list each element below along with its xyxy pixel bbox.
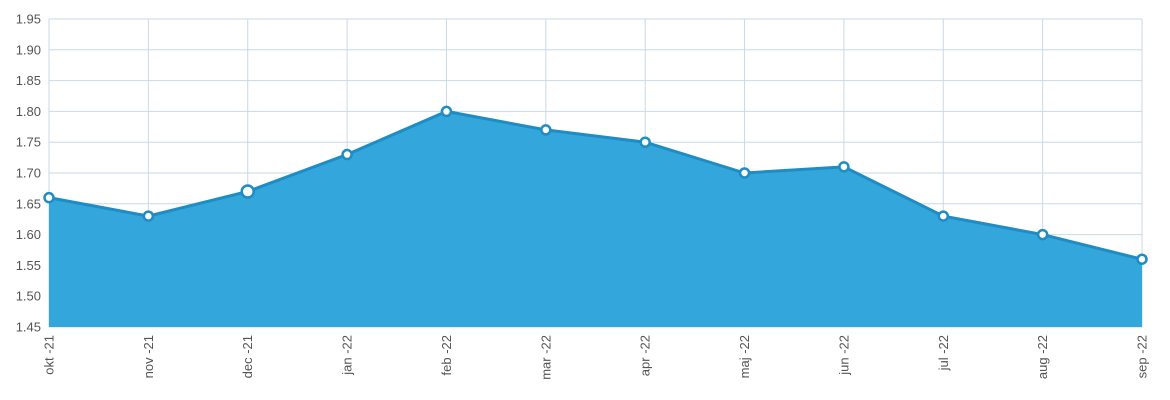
x-tick-label: mar -22	[538, 335, 553, 380]
data-point[interactable]	[540, 124, 552, 136]
data-point[interactable]	[639, 136, 651, 148]
x-tick-label: feb -22	[439, 335, 454, 375]
data-point[interactable]	[240, 184, 255, 199]
marker-layer	[43, 105, 1148, 265]
area-fill	[49, 111, 1142, 328]
data-point[interactable]	[838, 161, 850, 173]
y-tick-label: 1.85	[16, 73, 41, 88]
area-layer	[48, 109, 1143, 328]
y-tick-label: 1.90	[16, 42, 41, 57]
data-point[interactable]	[43, 191, 55, 204]
data-point[interactable]	[1136, 253, 1148, 265]
y-tick-label: 1.50	[16, 289, 41, 304]
y-tick-label: 1.55	[16, 258, 41, 273]
x-axis-ticks: okt -21 nov -21 dec -21 jan -22 feb -22 mar -…	[42, 335, 1150, 380]
data-point[interactable]	[341, 148, 353, 161]
y-tick-label: 1.75	[16, 135, 41, 150]
y-tick-label: 1.80	[16, 104, 41, 119]
x-tick-label: apr -22	[638, 335, 653, 376]
y-tick-label: 1.70	[16, 166, 41, 181]
x-tick-label: jun -22	[836, 335, 851, 376]
data-point[interactable]	[1036, 228, 1049, 241]
x-tick-label: jan -22	[340, 335, 355, 376]
data-point[interactable]	[142, 210, 155, 222]
x-tick-label: aug -22	[1035, 335, 1050, 379]
x-tick-label: dec -21	[240, 335, 255, 378]
y-tick-label: 1.95	[16, 12, 41, 27]
series-line	[48, 109, 1143, 261]
x-tick-label: maj -22	[737, 335, 752, 378]
y-tick-label: 1.45	[16, 320, 41, 335]
x-tick-label: sep -22	[1135, 335, 1150, 378]
x-tick-label: jul -22	[936, 335, 951, 371]
x-tick-label: okt -21	[42, 335, 57, 375]
y-tick-label: 1.65	[16, 196, 41, 211]
data-point[interactable]	[440, 105, 453, 118]
x-tick-label: nov -21	[141, 335, 156, 378]
y-tick-label: 1.60	[16, 227, 41, 242]
data-point[interactable]	[937, 210, 950, 222]
y-axis-ticks: 1.45 1.50 1.55 1.60 1.65 1.70 1.75 1.80 1.85 1.90…	[16, 12, 41, 335]
data-point[interactable]	[738, 167, 751, 179]
